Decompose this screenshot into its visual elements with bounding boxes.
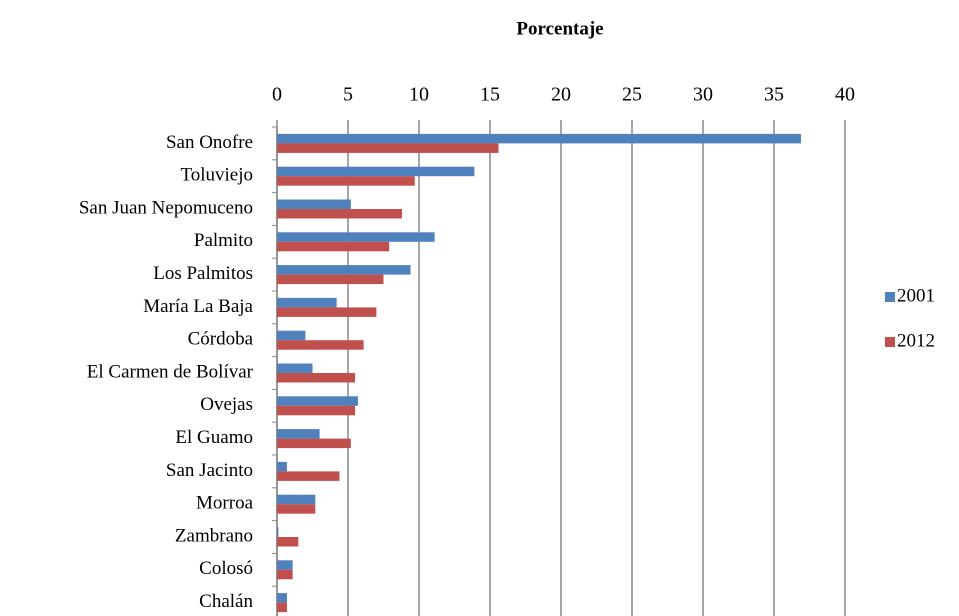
y-tick-label: Chalán bbox=[199, 591, 253, 612]
bar bbox=[277, 429, 320, 439]
bar bbox=[277, 593, 287, 603]
y-tick-label: El Carmen de Bolívar bbox=[87, 361, 254, 382]
legend-swatch bbox=[885, 337, 895, 347]
y-tick-label: María La Baja bbox=[143, 296, 253, 317]
bar bbox=[277, 602, 287, 613]
bar bbox=[277, 143, 499, 153]
y-tick-label: Los Palmitos bbox=[153, 263, 253, 284]
bar bbox=[277, 537, 299, 547]
x-tick-label: 30 bbox=[693, 84, 713, 106]
y-tick-label: El Guamo bbox=[175, 427, 253, 448]
y-tick-label: San Juan Nepomuceno bbox=[79, 197, 253, 218]
y-tick-label: Córdoba bbox=[188, 329, 254, 350]
x-tick-label: 0 bbox=[272, 84, 282, 106]
bar bbox=[277, 527, 279, 537]
bar bbox=[277, 241, 390, 252]
bar bbox=[277, 396, 358, 406]
x-tick-label: 10 bbox=[409, 84, 429, 106]
bar bbox=[277, 199, 351, 209]
y-tick-label: Ovejas bbox=[200, 394, 253, 415]
bar bbox=[277, 461, 287, 472]
legend-swatch bbox=[885, 292, 895, 302]
y-tick-label: Colosó bbox=[199, 558, 253, 579]
bar bbox=[277, 166, 475, 177]
bar bbox=[277, 569, 293, 580]
bar bbox=[277, 373, 356, 383]
chart-title: Porcentaje bbox=[516, 18, 603, 39]
bar bbox=[277, 133, 801, 144]
bar bbox=[277, 363, 313, 373]
y-tick-label: San Jacinto bbox=[166, 460, 253, 481]
x-tick-label: 40 bbox=[835, 84, 855, 106]
bar bbox=[277, 232, 435, 242]
x-tick-label: 5 bbox=[343, 84, 353, 106]
x-tick-label: 20 bbox=[551, 84, 571, 106]
y-tick-label: Palmito bbox=[194, 230, 253, 251]
y-tick-label: San Onofre bbox=[166, 132, 253, 153]
bar bbox=[277, 405, 356, 416]
x-tick-label: 15 bbox=[480, 84, 500, 106]
bar bbox=[277, 307, 377, 317]
bar bbox=[277, 340, 364, 350]
bar bbox=[277, 504, 316, 514]
bar bbox=[277, 176, 415, 186]
bar bbox=[277, 265, 411, 275]
bar bbox=[277, 438, 351, 449]
bar bbox=[277, 471, 340, 481]
x-tick-label: 35 bbox=[764, 84, 784, 106]
y-tick-label: Toluviejo bbox=[180, 165, 253, 186]
bar bbox=[277, 560, 293, 570]
bar bbox=[277, 330, 306, 341]
bar bbox=[277, 274, 384, 285]
y-tick-label: Zambrano bbox=[175, 525, 253, 546]
bar bbox=[277, 209, 402, 219]
bar bbox=[277, 297, 337, 308]
legend-label: 2001 bbox=[897, 285, 935, 306]
bar bbox=[277, 494, 316, 505]
x-tick-label: 25 bbox=[622, 84, 642, 106]
legend-label: 2012 bbox=[897, 330, 935, 351]
y-tick-label: Morroa bbox=[196, 493, 254, 514]
